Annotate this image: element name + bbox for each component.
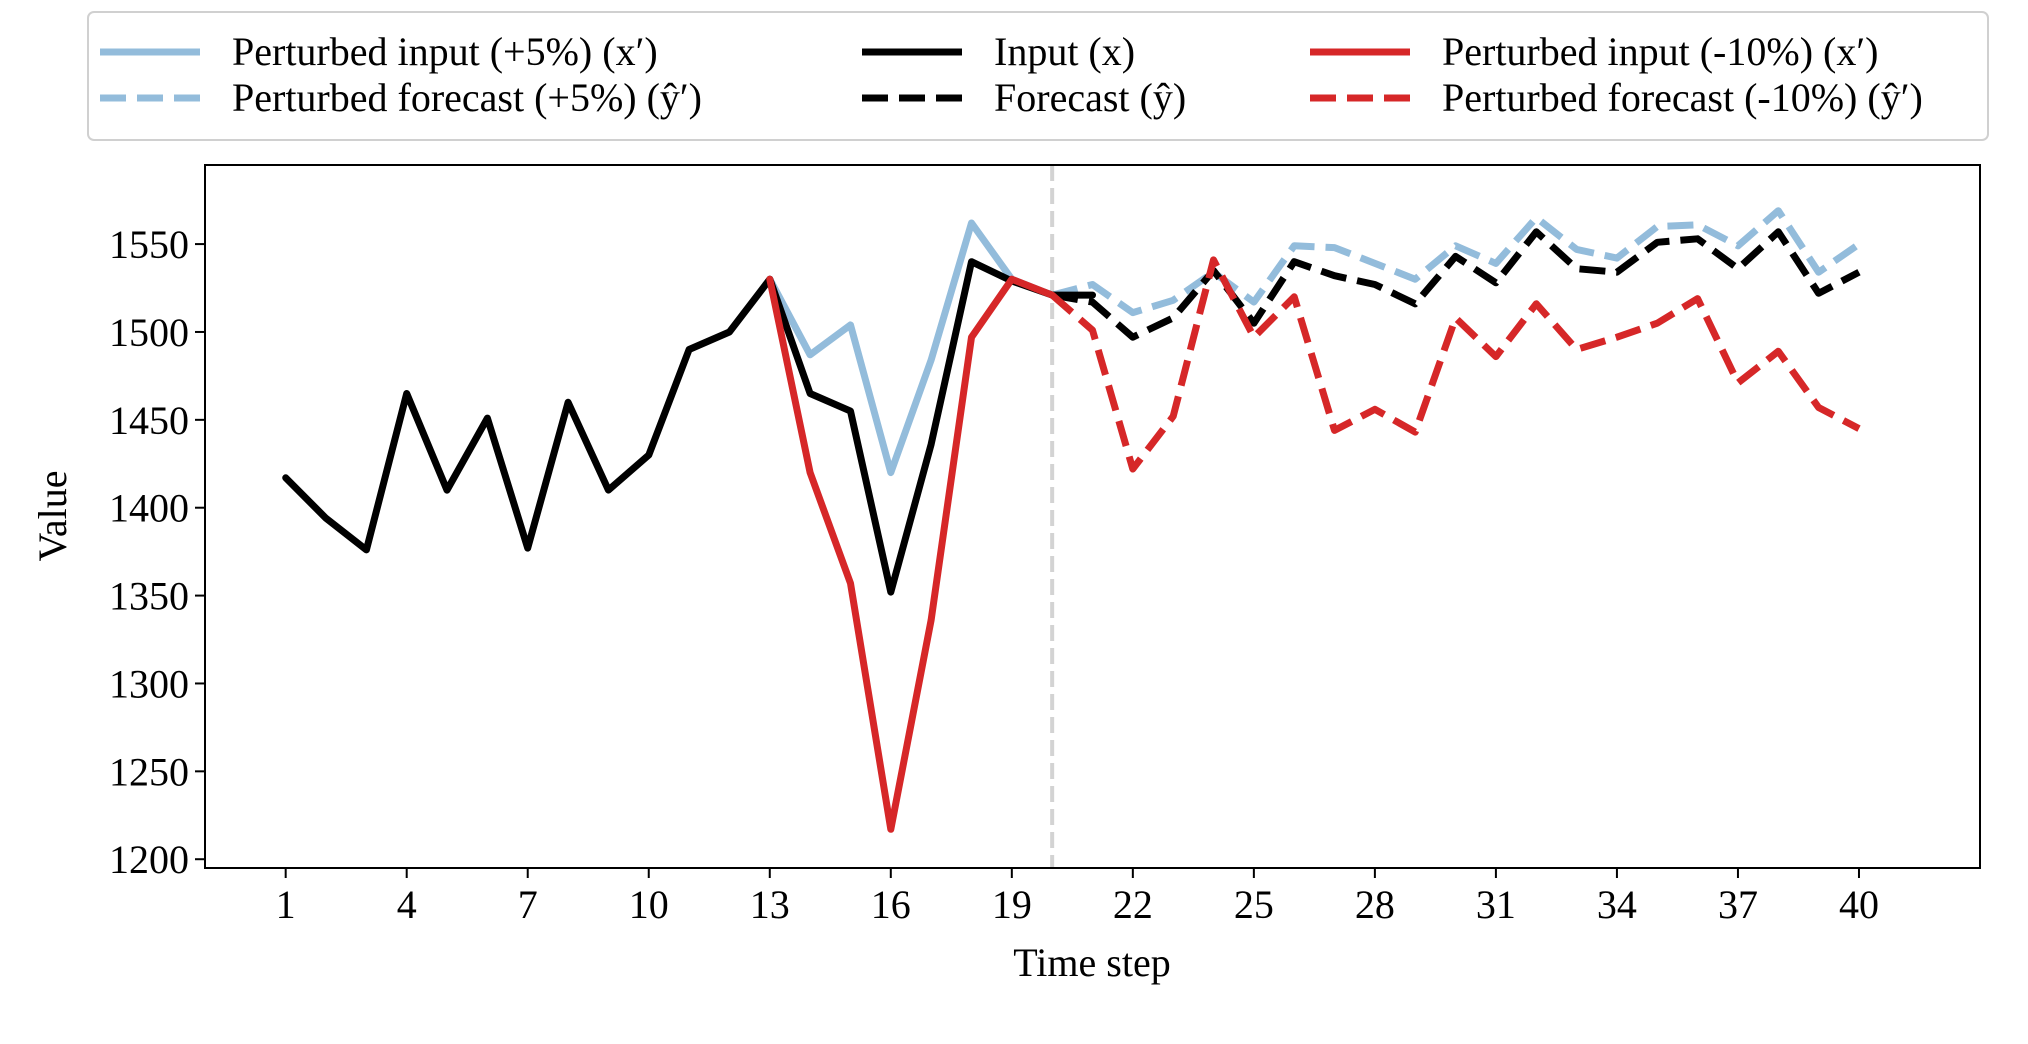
legend-label-4: Forecast (ŷ)	[994, 75, 1186, 120]
series-line-3	[282, 258, 1096, 596]
y-axis: 1200 1250 1300 1350 1400 1450 1500 1550	[109, 222, 205, 882]
legend-items: Perturbed input (+5%) (x′)Perturbed fore…	[100, 29, 1923, 120]
x-axis: 1 4 7 10 13 16 19 22 25 28 31 34 37 40	[276, 868, 1879, 927]
series-line-4	[1051, 228, 1861, 341]
x-axis-label: Time step	[1013, 940, 1170, 985]
legend: Perturbed input (+5%) (x′)Perturbed fore…	[87, 11, 1989, 141]
x-tick-label: 25	[1234, 882, 1274, 927]
legend-label-2: Perturbed forecast (+5%) (ŷ′)	[232, 75, 702, 120]
series-layer	[282, 207, 1861, 833]
x-tick-label: 22	[1113, 882, 1153, 927]
x-tick-label: 40	[1839, 882, 1879, 927]
x-tick-label: 4	[397, 882, 417, 927]
x-tick-label: 19	[992, 882, 1032, 927]
plot-area	[204, 164, 1981, 869]
x-tick-label: 7	[518, 882, 538, 927]
series-line-5	[766, 275, 1056, 833]
x-tick-label: 34	[1597, 882, 1637, 927]
y-tick-label: 1450	[109, 398, 189, 443]
y-tick-label: 1200	[109, 837, 189, 882]
y-tick-label: 1300	[109, 661, 189, 706]
y-tick-label: 1250	[109, 749, 189, 794]
x-tick-label: 1	[276, 882, 296, 927]
x-tick-label: 13	[750, 882, 790, 927]
series-line-2	[1051, 207, 1861, 317]
legend-label-1: Perturbed input (+5%) (x′)	[232, 29, 658, 74]
x-tick-label: 28	[1355, 882, 1395, 927]
x-tick-label: 37	[1718, 882, 1758, 927]
legend-box	[87, 11, 1989, 141]
y-tick-label: 1400	[109, 486, 189, 531]
x-tick-label: 10	[629, 882, 669, 927]
legend-label-3: Input (x)	[994, 29, 1135, 74]
y-tick-label: 1500	[109, 310, 189, 355]
series-line-1	[766, 219, 1056, 477]
legend-label-6: Perturbed forecast (-10%) (ŷ′)	[1442, 75, 1923, 120]
y-axis-label: Value	[30, 470, 75, 561]
legend-label-5: Perturbed input (-10%) (x′)	[1442, 29, 1878, 74]
y-tick-label: 1350	[109, 574, 189, 619]
series-line-6	[1049, 256, 1861, 473]
x-tick-label: 16	[871, 882, 911, 927]
y-tick-label: 1550	[109, 222, 189, 267]
x-tick-label: 31	[1476, 882, 1516, 927]
plot-frame	[204, 164, 1981, 869]
